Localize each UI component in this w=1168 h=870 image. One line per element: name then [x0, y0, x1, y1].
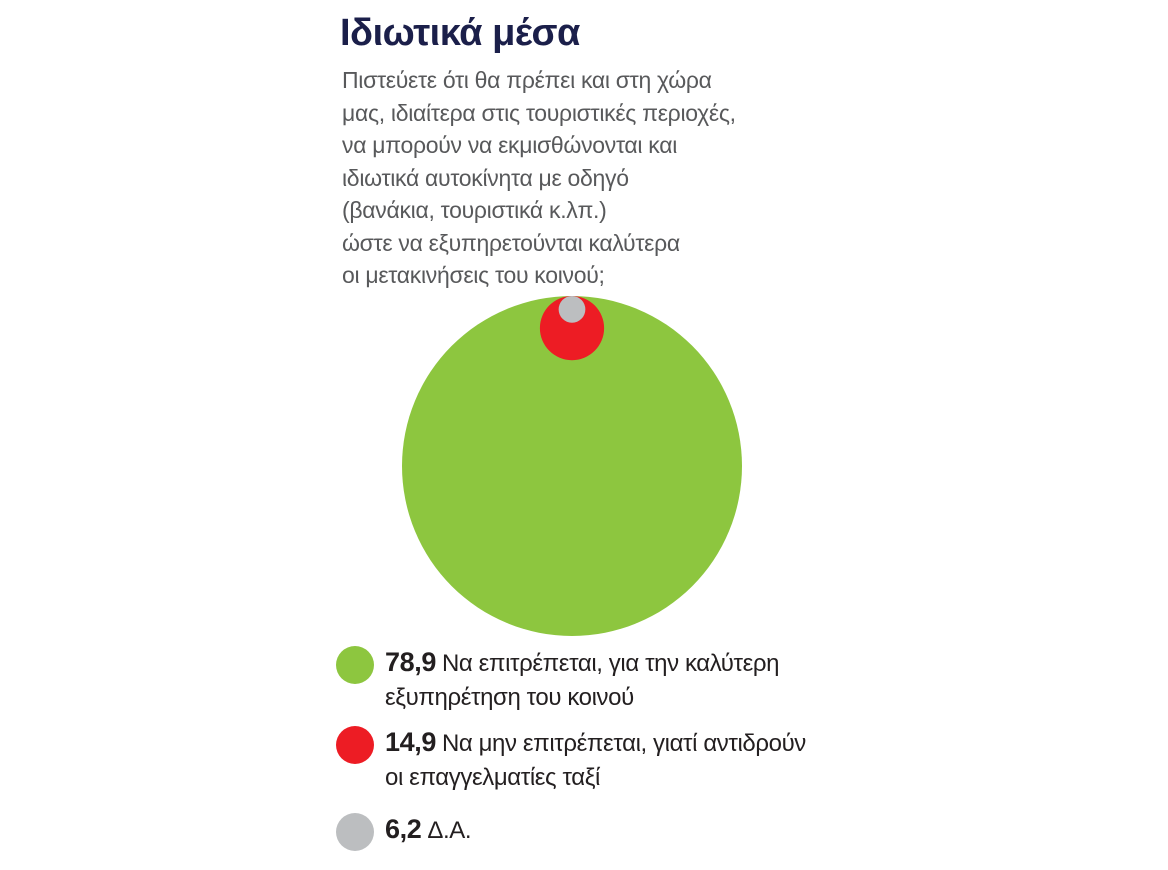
bubble — [558, 296, 586, 323]
subtitle-line: μας, ιδιαίτερα στις τουριστικές περιοχές… — [342, 99, 736, 126]
subtitle-line: ιδιωτικά αυτοκίνητα με οδηγό — [342, 164, 629, 191]
legend-marker — [336, 726, 374, 764]
legend-marker — [336, 646, 374, 684]
legend-entry: 78,9 Να επιτρέπεται, για την καλύτερη εξυ… — [385, 645, 825, 715]
subtitle-line: (βανάκια, τουριστικά κ.λπ.) — [342, 197, 607, 223]
legend-label: Να μην επιτρέπεται, γιατί αντιδρούν οι ε… — [385, 730, 806, 791]
value-label: 6,2 — [385, 814, 422, 844]
value-label: 14,9 — [385, 727, 436, 757]
legend-entry: 14,9 Να μην επιτρέπεται, γιατί αντιδρούν … — [385, 725, 825, 795]
legend-label: Να επιτρέπεται, για την καλύτερη εξυπηρέ… — [385, 650, 780, 711]
legend-marker — [336, 813, 374, 851]
subtitle: Πιστεύετε ότι θα πρέπει και στη χώρα μας,… — [342, 64, 736, 292]
value-label: 78,9 — [385, 647, 436, 677]
subtitle-line: να μπορούν να εκμισθώνονται και — [342, 132, 678, 158]
legend-entry: 6,2 Δ.Α. — [385, 812, 825, 848]
legend-label: Δ.Α. — [427, 817, 472, 844]
subtitle-line: ώστε να εξυπηρετούνται καλύτερα — [342, 229, 680, 256]
bubble — [402, 296, 742, 636]
chart-title: Ιδιωτικά μέσα — [340, 12, 580, 54]
subtitle-line: οι μετακινήσεις του κοινού; — [342, 262, 605, 288]
subtitle-line: Πιστεύετε ότι θα πρέπει και στη χώρα — [342, 67, 712, 93]
bubble — [539, 296, 605, 361]
